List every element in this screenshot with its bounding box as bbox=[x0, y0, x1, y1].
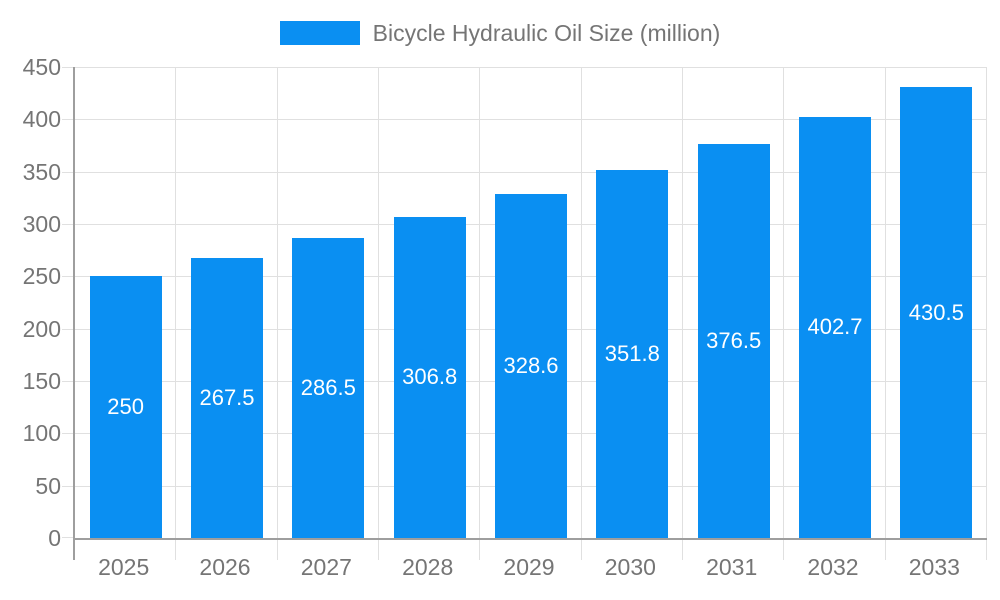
bar: 328.6 bbox=[495, 194, 567, 538]
legend: Bicycle Hydraulic Oil Size (million) bbox=[0, 20, 1000, 46]
v-gridline bbox=[276, 67, 278, 538]
x-tick-label: 2025 bbox=[98, 554, 150, 580]
h-gridline bbox=[75, 67, 987, 68]
y-axis-tick bbox=[62, 67, 73, 68]
v-gridline bbox=[682, 67, 683, 538]
v-gridline bbox=[580, 67, 582, 538]
legend-swatch-icon bbox=[279, 21, 360, 45]
v-gridline bbox=[479, 67, 481, 538]
y-tick-label: 100 bbox=[22, 420, 61, 447]
v-gridline bbox=[378, 67, 379, 538]
y-axis-tick bbox=[62, 485, 73, 487]
bar-value-label: 306.8 bbox=[402, 364, 458, 390]
x-axis-tick bbox=[682, 540, 683, 560]
bar-value-label: 402.7 bbox=[807, 314, 863, 340]
y-tick-label: 150 bbox=[22, 368, 61, 394]
x-axis-tick bbox=[479, 540, 481, 560]
y-tick-label: 200 bbox=[22, 315, 61, 342]
bar: 306.8 bbox=[393, 216, 466, 538]
x-tick-label: 2031 bbox=[706, 554, 758, 580]
bar: 430.5 bbox=[900, 87, 973, 538]
bar: 376.5 bbox=[697, 143, 770, 538]
bar-value-label: 286.5 bbox=[300, 375, 356, 401]
x-tick-label: 2029 bbox=[503, 554, 555, 580]
x-axis-tick bbox=[175, 540, 177, 560]
y-tick-label: 450 bbox=[22, 54, 61, 80]
x-axis-tick bbox=[580, 540, 582, 560]
y-tick-label: 300 bbox=[22, 211, 61, 237]
x-tick-label: 2028 bbox=[402, 554, 454, 580]
bar-value-label: 430.5 bbox=[908, 299, 964, 325]
y-tick-label: 50 bbox=[35, 472, 61, 499]
bar: 250 bbox=[89, 276, 162, 538]
bar-value-label: 328.6 bbox=[503, 353, 559, 379]
bar: 267.5 bbox=[191, 258, 263, 538]
h-gridline bbox=[75, 171, 987, 173]
v-gridline bbox=[783, 67, 785, 538]
y-tick-label: 250 bbox=[22, 263, 61, 290]
v-gridline bbox=[986, 67, 987, 538]
plot-area: 250 267.5 286.5 306.8 328.6 351.8 376.5 402.7 43… bbox=[62, 67, 987, 560]
bar: 402.7 bbox=[799, 116, 871, 538]
bar-value-label: 376.5 bbox=[706, 327, 762, 353]
x-axis-tick bbox=[378, 540, 379, 560]
x-axis-tick bbox=[276, 540, 278, 560]
x-axis-tick bbox=[884, 540, 886, 560]
y-tick-label: 0 bbox=[48, 525, 61, 551]
x-tick-label: 2032 bbox=[807, 554, 859, 580]
x-tick-label: 2026 bbox=[199, 554, 251, 580]
y-tick-label: 350 bbox=[22, 158, 61, 185]
y-tick-label: 400 bbox=[22, 106, 61, 133]
y-axis-tick bbox=[62, 433, 73, 435]
x-tick-label: 2033 bbox=[908, 554, 960, 580]
y-axis-tick bbox=[62, 224, 73, 225]
v-gridline bbox=[175, 67, 177, 538]
h-gridline bbox=[75, 119, 987, 121]
x-tick-label: 2027 bbox=[300, 554, 352, 580]
x-axis-tick bbox=[783, 540, 785, 560]
y-axis-tick bbox=[62, 276, 73, 278]
bar: 286.5 bbox=[292, 238, 365, 538]
y-axis-tick bbox=[62, 119, 73, 121]
legend-label: Bicycle Hydraulic Oil Size (million) bbox=[372, 19, 721, 46]
y-axis-tick bbox=[62, 328, 73, 330]
x-tick-label: 2030 bbox=[604, 554, 656, 580]
bar: 351.8 bbox=[596, 169, 669, 538]
v-gridline bbox=[884, 67, 886, 538]
y-axis-line-extension bbox=[73, 540, 75, 560]
bar-value-label: 250 bbox=[107, 394, 145, 420]
y-axis-tick bbox=[62, 537, 73, 538]
y-axis-tick bbox=[62, 381, 73, 382]
x-axis-tick bbox=[986, 540, 987, 560]
y-axis-tick bbox=[62, 171, 73, 173]
bar-value-label: 351.8 bbox=[604, 340, 660, 366]
bar-value-label: 267.5 bbox=[199, 385, 255, 411]
